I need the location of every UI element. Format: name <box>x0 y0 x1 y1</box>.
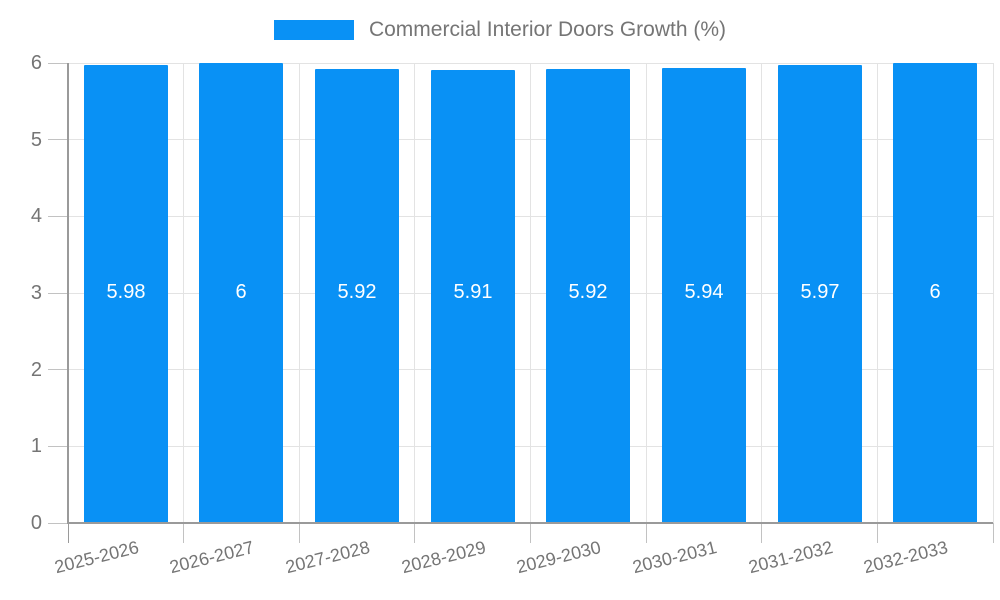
v-gridline <box>298 63 300 523</box>
legend[interactable]: Commercial Interior Doors Growth (%) <box>0 18 1000 42</box>
bar[interactable] <box>546 69 630 523</box>
x-tick-mark <box>992 523 994 543</box>
bar[interactable] <box>84 64 168 523</box>
x-tick-mark <box>414 523 416 543</box>
y-axis-tick-label: 2 <box>30 358 42 381</box>
x-tick-mark <box>183 523 185 543</box>
y-tick-mark <box>48 62 68 64</box>
legend-label: Commercial Interior Doors Growth (%) <box>368 18 727 41</box>
y-axis-tick-label: 5 <box>30 128 42 151</box>
x-axis-line <box>67 522 993 524</box>
bar[interactable] <box>893 63 977 523</box>
y-axis-line <box>67 63 69 523</box>
v-gridline <box>530 63 531 523</box>
bar-value-label: 5.94 <box>684 281 724 303</box>
x-tick-mark <box>67 523 69 543</box>
bar-value-label: 5.97 <box>800 281 840 303</box>
bar-value-label: 5.91 <box>453 281 493 303</box>
y-tick-mark <box>48 369 68 371</box>
x-tick-mark <box>530 523 531 543</box>
bar-value-label: 5.92 <box>568 281 608 303</box>
bar[interactable] <box>199 63 283 523</box>
y-tick-mark <box>48 292 68 294</box>
y-tick-mark <box>48 522 68 524</box>
bar-value-label: 6 <box>929 281 941 303</box>
x-tick-mark <box>298 523 300 543</box>
v-gridline <box>183 63 185 523</box>
v-gridline <box>645 63 647 523</box>
x-tick-mark <box>645 523 647 543</box>
y-tick-mark <box>48 445 68 447</box>
y-axis-tick-label: 1 <box>30 435 42 458</box>
v-gridline <box>876 63 878 523</box>
x-tick-mark <box>761 523 763 543</box>
bar-value-label: 6 <box>235 281 247 303</box>
bar[interactable] <box>778 65 862 523</box>
y-axis-tick-label: 0 <box>30 512 42 534</box>
bar[interactable] <box>315 69 399 523</box>
y-axis-tick-label: 3 <box>30 282 42 304</box>
y-axis-tick-label: 6 <box>30 52 42 74</box>
v-gridline <box>414 63 416 523</box>
bar-value-label: 5.98 <box>106 281 146 303</box>
bar[interactable] <box>431 69 515 523</box>
v-gridline <box>761 63 763 523</box>
y-tick-mark <box>48 215 68 217</box>
v-gridline <box>992 63 994 523</box>
bar[interactable] <box>662 67 746 523</box>
y-axis-tick-label: 4 <box>30 205 42 228</box>
y-tick-mark <box>48 139 68 141</box>
x-tick-mark <box>876 523 878 543</box>
bar-value-label: 5.92 <box>337 281 377 303</box>
legend-swatch <box>273 20 354 40</box>
